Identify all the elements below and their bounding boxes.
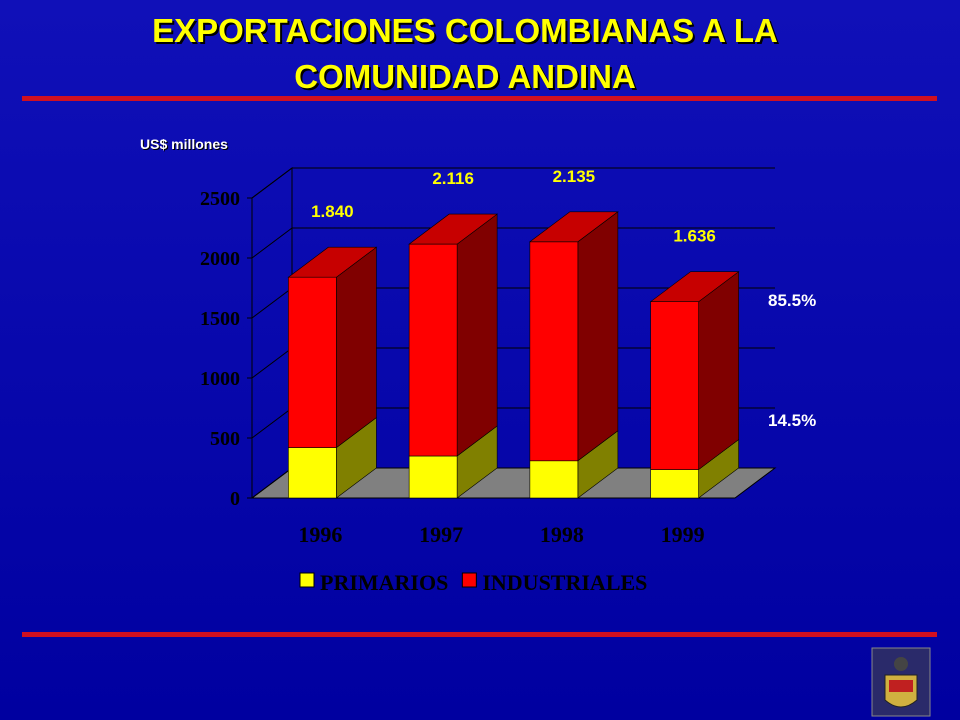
y-tick-label: 1000: [200, 368, 240, 390]
logo: [871, 647, 931, 717]
data-label: 1.636: [673, 227, 716, 246]
x-tick-label: 1997: [419, 522, 463, 547]
annotation: 14.5%: [768, 411, 816, 430]
bar: [288, 276, 337, 448]
grid-line: [251, 287, 293, 319]
legend-swatch: [299, 572, 315, 588]
y-tick-label: 0: [230, 488, 240, 510]
y-tick-label: 1500: [200, 308, 240, 330]
y-axis-label: US$ millones: [140, 136, 228, 152]
x-tick-label: 1998: [540, 522, 584, 547]
bar: [529, 460, 579, 499]
legend-label: PRIMARIOS: [320, 570, 448, 595]
bar-top: [649, 271, 740, 302]
bar: [650, 469, 699, 499]
grid-line: [251, 167, 293, 199]
grid-line: [251, 227, 293, 259]
bar: [288, 447, 337, 499]
annotation: 85.5%: [768, 291, 816, 310]
y-tick-label: 2500: [200, 188, 240, 210]
bar-top: [408, 213, 499, 245]
bar-top: [528, 211, 619, 243]
x-tick-label: 1999: [661, 522, 705, 547]
bar: [408, 243, 458, 457]
data-label: 1.840: [311, 202, 354, 221]
chart: 0 500 1000 1500 2000 2500 1996 1.840 1997 2.116 19…: [200, 167, 816, 595]
grid-line: [251, 347, 293, 379]
legend-swatch: [461, 572, 477, 588]
grid-line: [251, 407, 293, 439]
bar: [408, 455, 458, 499]
y-tick-label: 500: [210, 428, 240, 450]
legend-label: INDUSTRIALES: [482, 570, 647, 595]
divider: [22, 96, 937, 101]
grid-line: [251, 467, 293, 499]
bar-side: [698, 271, 739, 471]
bar: [650, 301, 699, 470]
bar-top: [287, 246, 378, 278]
y-tick-label: 2000: [200, 248, 240, 270]
bar-side: [577, 211, 619, 462]
logo-band: [889, 680, 913, 692]
logo-condor: [894, 657, 908, 671]
chart-title: EXPORTACIONES COLOMBIANAS A LA: [152, 12, 778, 49]
bar-side: [456, 213, 498, 457]
data-label: 2.135: [553, 167, 596, 186]
x-tick-label: 1996: [298, 522, 342, 547]
chart-subtitle: COMUNIDAD ANDINA: [294, 58, 636, 95]
bar: [529, 241, 579, 462]
divider: [22, 632, 937, 637]
bar-side: [336, 246, 377, 449]
data-label: 2.116: [432, 169, 474, 188]
